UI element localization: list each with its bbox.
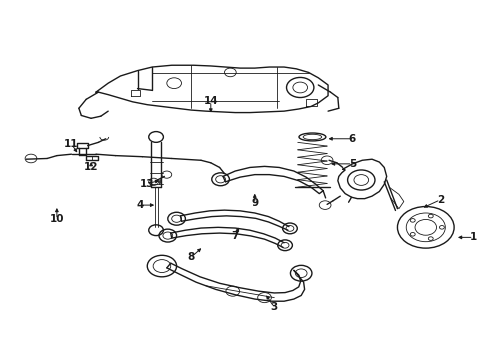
Text: 11: 11 (64, 139, 79, 149)
Text: 2: 2 (437, 195, 444, 205)
Text: 13: 13 (140, 179, 154, 189)
Text: 8: 8 (188, 252, 195, 262)
Text: 5: 5 (349, 159, 356, 169)
Text: 12: 12 (84, 162, 98, 172)
Text: 10: 10 (49, 215, 64, 224)
Text: 14: 14 (203, 96, 218, 106)
Text: 6: 6 (349, 134, 356, 144)
Text: 1: 1 (470, 232, 477, 242)
Text: 3: 3 (270, 302, 278, 312)
Text: 7: 7 (232, 231, 239, 240)
Text: 9: 9 (251, 198, 258, 208)
Text: 4: 4 (136, 200, 144, 210)
